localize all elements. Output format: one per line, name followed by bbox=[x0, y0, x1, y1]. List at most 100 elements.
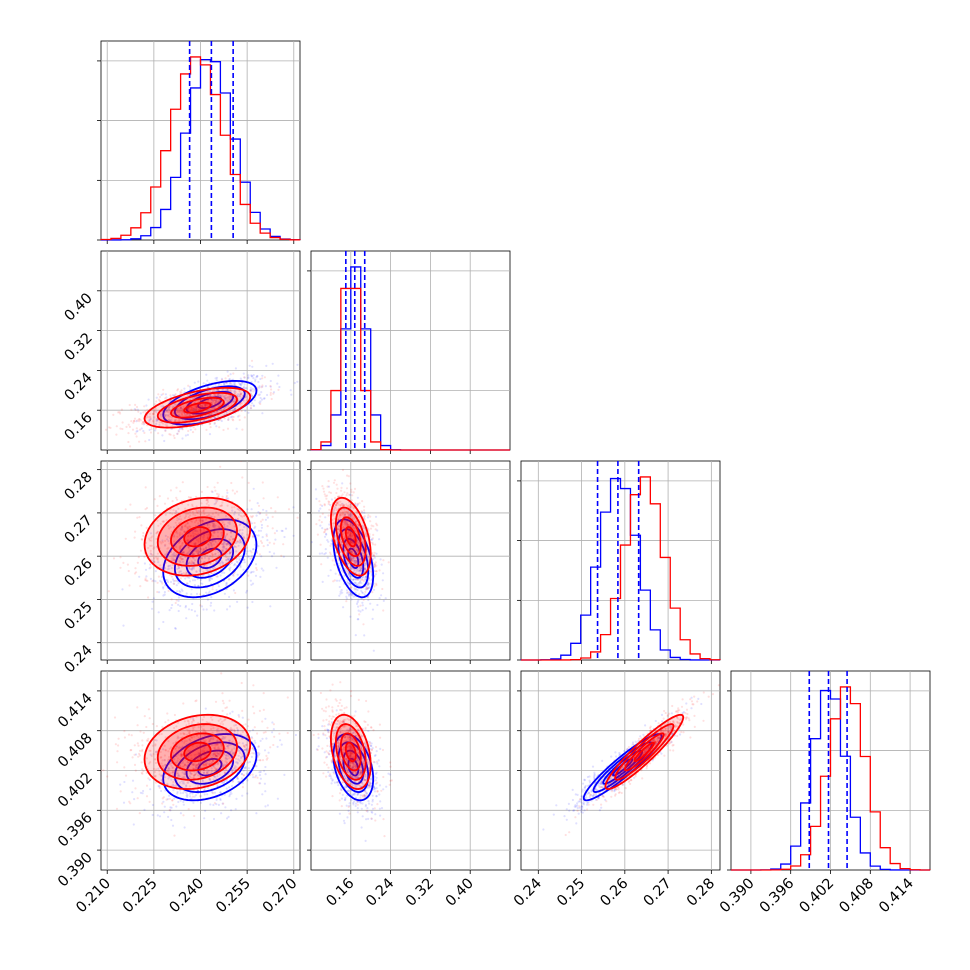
scatter-point bbox=[346, 522, 349, 525]
scatter-point bbox=[365, 587, 368, 590]
scatter-point bbox=[259, 396, 262, 400]
scatter-point bbox=[213, 791, 217, 794]
scatter-point bbox=[339, 512, 343, 515]
scatter-point bbox=[362, 540, 365, 543]
scatter-point bbox=[161, 520, 164, 523]
scatter-point bbox=[250, 407, 253, 410]
scatter-point bbox=[264, 765, 267, 769]
scatter-point bbox=[192, 407, 195, 410]
scatter-point bbox=[204, 403, 207, 406]
scatter-point bbox=[320, 563, 323, 566]
scatter-point bbox=[373, 551, 376, 554]
scatter-point bbox=[278, 385, 281, 389]
scatter-point bbox=[178, 781, 181, 784]
scatter-point bbox=[153, 498, 156, 501]
scatter-point bbox=[345, 523, 348, 526]
scatter-point bbox=[197, 549, 200, 552]
scatter-point bbox=[215, 389, 218, 392]
scatter-point bbox=[230, 389, 233, 392]
scatter-point bbox=[203, 564, 206, 568]
scatter-point bbox=[221, 393, 224, 396]
scatter-point bbox=[339, 500, 342, 503]
scatter-point bbox=[253, 399, 256, 402]
scatter-point bbox=[250, 554, 253, 557]
scatter-point bbox=[331, 514, 334, 517]
scatter-point bbox=[352, 595, 355, 598]
scatter-point bbox=[201, 778, 204, 781]
scatter-point bbox=[179, 789, 182, 792]
scatter-point bbox=[244, 744, 247, 747]
scatter-point bbox=[199, 751, 202, 754]
scatter-point bbox=[239, 377, 242, 380]
scatter-point bbox=[231, 418, 234, 421]
scatter-point bbox=[179, 409, 182, 412]
scatter-point bbox=[197, 380, 200, 383]
scatter-point bbox=[119, 783, 122, 786]
scatter-point bbox=[168, 794, 171, 797]
scatter-point bbox=[184, 507, 187, 510]
scatter-point bbox=[207, 526, 210, 529]
scatter-point bbox=[163, 584, 167, 587]
scatter-point bbox=[162, 587, 165, 590]
scatter-point bbox=[263, 397, 266, 400]
scatter-point bbox=[206, 598, 209, 601]
scatter-point bbox=[214, 524, 217, 527]
scatter-point bbox=[215, 511, 218, 514]
scatter-point bbox=[234, 407, 237, 410]
scatter-point bbox=[204, 707, 207, 710]
scatter-point bbox=[175, 554, 178, 557]
scatter-point bbox=[182, 572, 185, 575]
scatter-point bbox=[200, 405, 203, 408]
scatter-point bbox=[195, 510, 198, 514]
scatter-point bbox=[333, 496, 337, 500]
scatter-point bbox=[159, 412, 162, 415]
scatter-point bbox=[185, 592, 188, 595]
scatter-point bbox=[340, 569, 344, 572]
scatter-point bbox=[164, 748, 167, 752]
scatter-point bbox=[156, 504, 159, 507]
scatter-point bbox=[338, 579, 341, 582]
histogram-series-1 bbox=[310, 287, 510, 451]
scatter-point bbox=[216, 728, 219, 731]
scatter-point bbox=[244, 766, 247, 769]
scatter-point bbox=[204, 404, 207, 407]
scatter-point bbox=[148, 418, 151, 421]
scatter-point bbox=[225, 542, 228, 546]
scatter-point bbox=[353, 487, 357, 490]
scatter-point bbox=[121, 421, 124, 424]
scatter-point bbox=[365, 585, 368, 588]
scatter-point bbox=[221, 521, 224, 525]
scatter-point bbox=[352, 491, 355, 494]
scatter-point bbox=[226, 389, 229, 392]
scatter-point bbox=[369, 527, 373, 530]
scatter-point bbox=[223, 536, 226, 539]
scatter-point bbox=[338, 495, 341, 498]
scatter-point bbox=[172, 509, 175, 512]
scatter-point bbox=[350, 568, 353, 571]
scatter-point bbox=[235, 558, 238, 561]
scatter-point bbox=[281, 529, 284, 533]
scatter-point bbox=[202, 548, 205, 552]
scatter-point bbox=[211, 512, 214, 515]
scatter-point bbox=[170, 575, 173, 578]
scatter-point bbox=[228, 551, 231, 554]
scatter-point bbox=[320, 521, 323, 524]
scatter-point bbox=[237, 399, 240, 402]
scatter-point bbox=[147, 398, 150, 401]
scatter-point bbox=[337, 500, 340, 503]
scatter-point bbox=[190, 797, 193, 800]
scatter-point bbox=[261, 481, 264, 484]
scatter-point bbox=[233, 506, 236, 509]
scatter-point bbox=[163, 744, 166, 748]
scatter-point bbox=[364, 578, 367, 581]
scatter-point bbox=[349, 505, 352, 508]
scatter-point bbox=[233, 729, 236, 733]
scatter-point bbox=[244, 767, 247, 770]
scatter-point bbox=[242, 387, 246, 390]
scatter-point bbox=[149, 532, 153, 535]
scatter-point bbox=[367, 581, 370, 585]
scatter-point bbox=[226, 370, 229, 373]
scatter-point bbox=[348, 513, 351, 516]
scatter-point bbox=[178, 560, 181, 563]
scatter-point bbox=[220, 744, 223, 747]
